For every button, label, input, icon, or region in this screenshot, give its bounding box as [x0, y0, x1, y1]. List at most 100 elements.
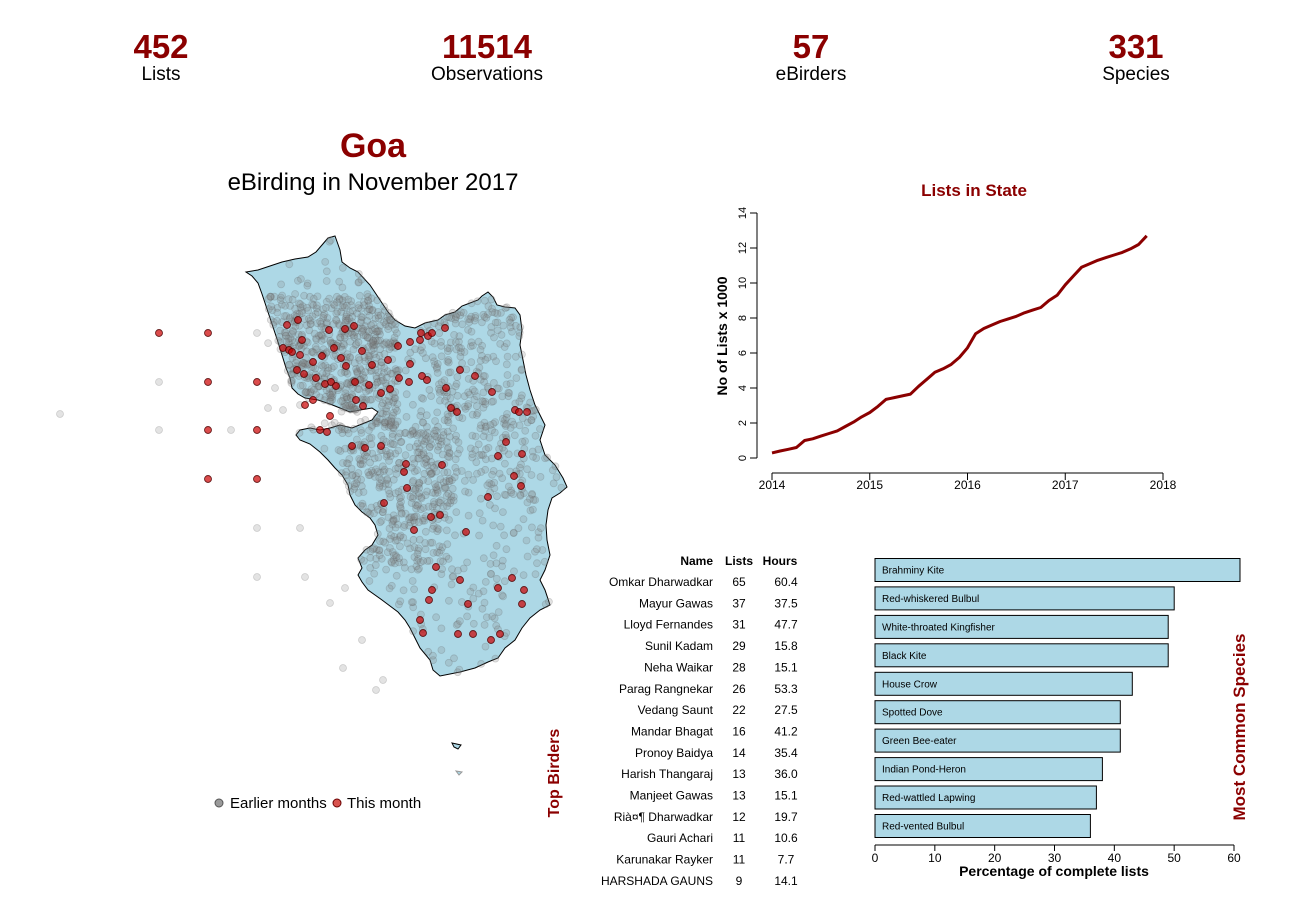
this-month-point: [432, 563, 440, 571]
earlier-month-point: [476, 494, 485, 503]
this-month-point: [502, 438, 510, 446]
earlier-month-point: [527, 416, 536, 425]
earlier-month-point: [341, 389, 350, 398]
earlier-month-point: [492, 559, 501, 568]
earlier-month-point: [416, 428, 425, 437]
this-month-point: [330, 344, 338, 352]
earlier-month-point: [306, 319, 315, 328]
earlier-month-point: [455, 445, 464, 454]
earlier-month-point: [445, 344, 454, 353]
earlier-month-point: [469, 594, 478, 603]
earlier-month-point: [437, 646, 446, 654]
earlier-month-point: [350, 404, 359, 413]
earlier-month-point: [330, 352, 338, 360]
earlier-month-point: [311, 310, 320, 318]
earlier-month-point: [452, 379, 461, 388]
earlier-month-point: [443, 468, 452, 477]
earlier-month-point: [489, 419, 498, 428]
earlier-month-point: [445, 448, 454, 457]
earlier-month-point: [345, 455, 354, 463]
earlier-month-point: [413, 557, 422, 565]
earlier-month-point: [430, 429, 439, 438]
earlier-month-point: [378, 508, 387, 516]
earlier-month-point: [367, 433, 376, 442]
earlier-month-point: [501, 304, 510, 312]
earlier-month-point: [380, 350, 389, 358]
earlier-month-point: [445, 449, 454, 458]
earlier-month-point: [440, 416, 449, 425]
goa-map: [56, 235, 568, 776]
earlier-month-point: [483, 481, 492, 490]
earlier-month-point: [492, 574, 501, 583]
earlier-month-point: [418, 349, 427, 357]
earlier-month-point: [528, 523, 536, 532]
stat-label-observations: Observations: [431, 64, 543, 85]
this-month-point: [350, 322, 358, 330]
earlier-month-point: [357, 316, 366, 324]
earlier-month-point: [298, 306, 306, 315]
earlier-month-point: [302, 388, 310, 397]
earlier-month-point: [417, 407, 426, 416]
earlier-month-point: [420, 516, 429, 525]
earlier-month-point: [386, 369, 395, 378]
earlier-month-point: [490, 484, 499, 493]
earlier-month-point: [551, 462, 560, 471]
earlier-month-point: [384, 417, 393, 426]
earlier-month-point: [308, 312, 317, 321]
earlier-month-point: [468, 410, 477, 419]
earlier-month-point: [395, 533, 404, 541]
earlier-month-point: [308, 300, 317, 309]
earlier-month-point: [353, 369, 362, 378]
earlier-month-point: [484, 443, 493, 452]
earlier-month-point: [433, 488, 442, 497]
top-birders-title: Top Birders: [546, 729, 563, 818]
lists-count-cell: 9: [736, 874, 743, 888]
earlier-month-point: [515, 332, 524, 341]
earlier-month-point: [372, 465, 380, 474]
earlier-month-point: [390, 559, 399, 568]
earlier-month-point: [371, 314, 380, 323]
earlier-month-point: [419, 514, 428, 523]
earlier-month-point: [306, 316, 315, 325]
earlier-month-point: [307, 385, 316, 394]
earlier-month-point: [284, 334, 293, 343]
earlier-month-point: [394, 446, 403, 455]
species-bars: Brahminy Kite Red-whiskered Bulbul White-t…: [874, 558, 1241, 838]
earlier-month-point: [364, 468, 373, 477]
earlier-month-point: [359, 331, 368, 340]
table-column-header: Hours: [763, 554, 798, 568]
this-month-point: [405, 378, 413, 386]
earlier-month-point: [443, 344, 452, 353]
earlier-month-point: [443, 410, 452, 419]
earlier-month-point: [403, 539, 412, 548]
earlier-month-point: [304, 388, 312, 397]
earlier-month-point: [468, 453, 477, 462]
earlier-month-point: [424, 477, 433, 486]
earlier-month-point: [342, 310, 351, 319]
earlier-month-point: [374, 307, 383, 316]
earlier-month-point: [427, 457, 436, 466]
hours-cell: 37.5: [774, 596, 798, 610]
earlier-month-point: [541, 600, 550, 609]
this-month-point: [496, 630, 504, 638]
earlier-month-point: [359, 488, 368, 496]
earlier-month-point: [389, 423, 397, 432]
earlier-month-point: [327, 364, 336, 373]
table-row: Mayur Gawas 37 37.5: [639, 596, 798, 610]
earlier-month-point: [446, 394, 455, 403]
earlier-month-point: [444, 658, 453, 667]
earlier-month-point: [379, 676, 387, 684]
earlier-month-point: [406, 518, 415, 527]
earlier-month-point: [504, 392, 513, 401]
earlier-month-point: [480, 598, 489, 607]
earlier-month-point: [428, 461, 436, 470]
x-axis-tick-label: 60: [1227, 851, 1241, 865]
earlier-month-point: [498, 508, 507, 516]
earlier-month-point: [349, 424, 358, 433]
earlier-month-point: [345, 401, 354, 410]
earlier-month-point: [413, 565, 422, 574]
earlier-month-point: [360, 301, 368, 310]
earlier-month-point: [371, 324, 380, 333]
earlier-month-point: [329, 320, 338, 328]
earlier-month-point: [439, 428, 448, 436]
